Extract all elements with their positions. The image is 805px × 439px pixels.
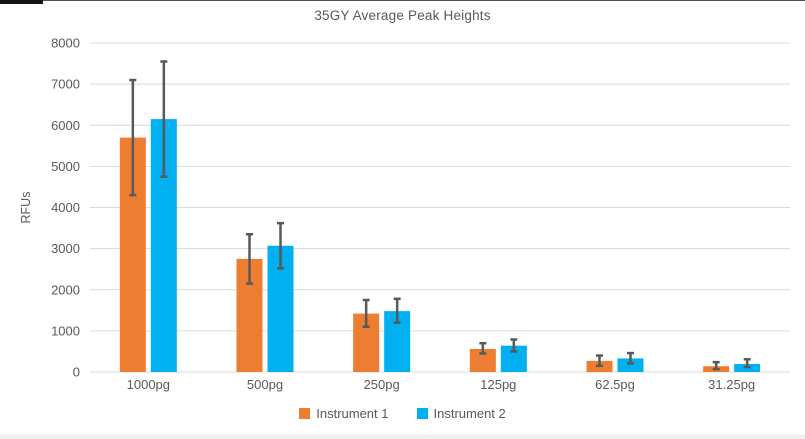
y-tick-label: 2000 [51,282,80,297]
window-bottom-border [0,435,805,439]
chart-title: 35GY Average Peak Heights [314,8,491,23]
window-corner-mark [0,0,43,4]
y-tick-label: 5000 [51,159,80,174]
legend-swatch-icon [416,408,428,419]
legend-label: Instrument 1 [316,406,389,421]
y-tick-label: 6000 [51,118,80,133]
legend-swatch-icon [299,408,311,419]
x-tick-label: 500pg [247,377,283,392]
y-tick-label: 0 [73,365,80,380]
x-tick-label: 125pg [480,377,516,392]
legend-item-instrument-2: Instrument 2 [416,406,506,421]
legend-item-instrument-1: Instrument 1 [299,406,389,421]
y-axis-title: RFUs [19,192,33,224]
y-tick-label: 8000 [51,36,80,51]
x-tick-label: 62.5pg [595,377,635,392]
x-tick-label: 31.25pg [708,377,755,392]
y-tick-label: 7000 [51,77,80,92]
legend-label: Instrument 2 [433,406,506,421]
x-tick-label: 250pg [364,377,400,392]
x-tick-label: 1000pg [127,377,170,392]
chart-legend: Instrument 1 Instrument 2 [0,406,805,421]
bar-instrument-1 [469,348,496,372]
y-tick-label: 4000 [51,200,80,215]
window-top-border [0,0,805,1]
y-tick-label: 1000 [51,323,80,338]
y-tick-label: 3000 [51,241,80,256]
bar-instrument-2 [617,358,644,372]
